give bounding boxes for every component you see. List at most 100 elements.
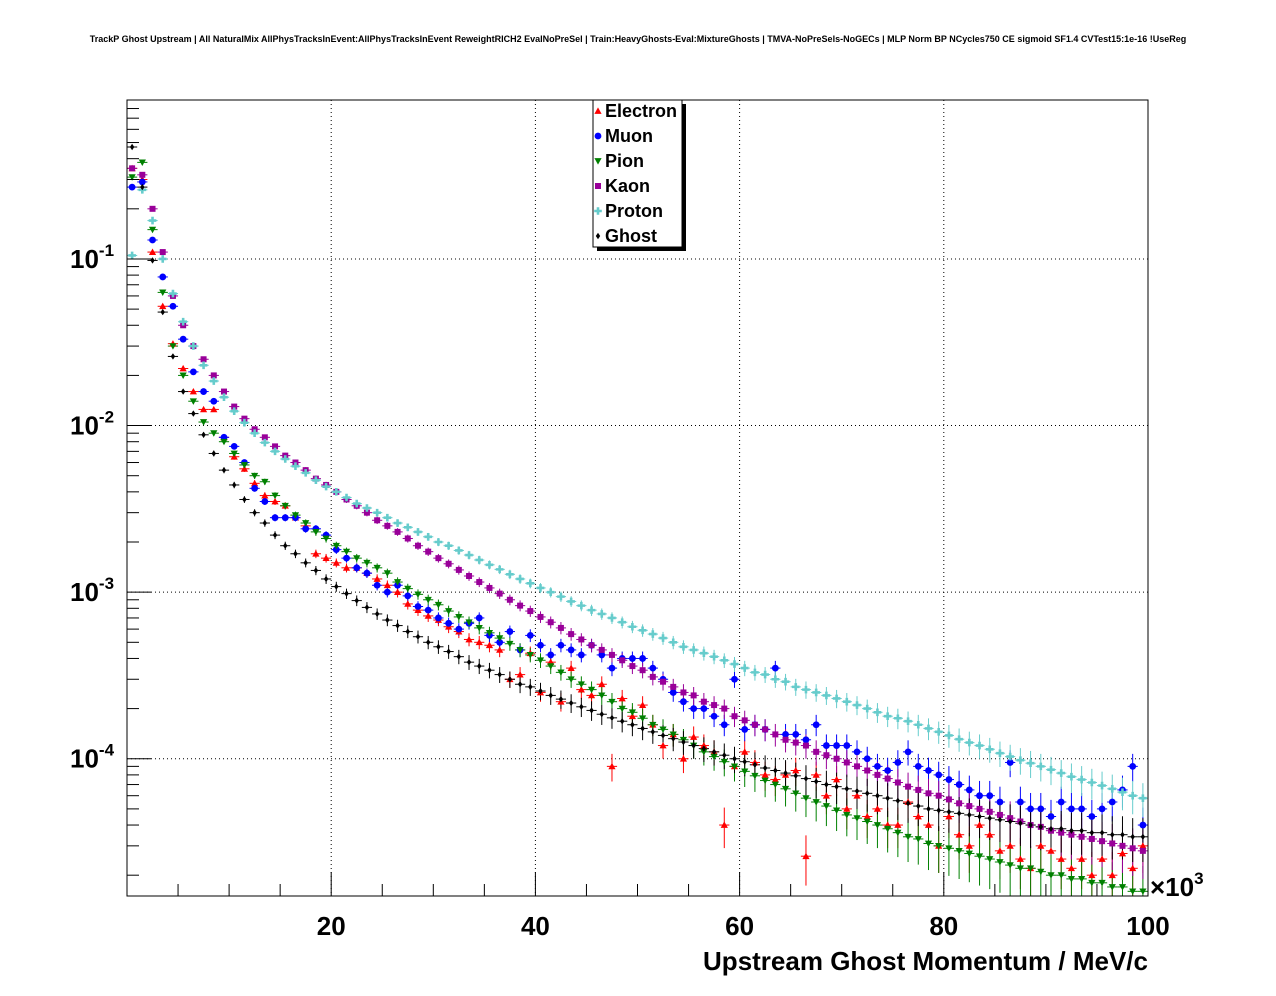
data-point-pion — [455, 614, 463, 621]
data-point-kaon — [598, 646, 605, 653]
data-point-kaon — [1088, 835, 1095, 842]
data-point-pion — [1047, 872, 1055, 879]
data-point-ghost — [711, 748, 717, 756]
data-point-proton — [710, 652, 718, 661]
data-point-kaon — [139, 171, 146, 178]
data-point-muon — [935, 771, 943, 779]
data-point-proton — [822, 691, 831, 700]
data-point-electron — [189, 387, 197, 395]
data-point-electron — [1037, 842, 1045, 849]
data-point-kaon — [608, 651, 615, 658]
data-point-electron — [853, 792, 861, 799]
data-point-electron — [567, 664, 575, 671]
data-point-pion — [659, 726, 667, 734]
data-point-muon — [1108, 798, 1116, 806]
data-point-muon — [986, 792, 994, 800]
data-point-proton — [322, 482, 330, 491]
data-point-proton — [495, 565, 504, 574]
data-point-ghost — [517, 681, 523, 688]
data-point-kaon — [159, 249, 166, 256]
data-point-electron — [812, 771, 820, 778]
data-point-muon — [894, 759, 902, 766]
data-point-proton — [363, 504, 371, 512]
data-point-kaon — [813, 748, 820, 755]
data-point-ghost — [293, 550, 298, 557]
data-point-muon — [1016, 798, 1024, 806]
data-point-electron — [312, 550, 320, 557]
data-point-pion — [496, 635, 504, 642]
data-point-pion — [1108, 884, 1116, 891]
data-point-pion — [557, 669, 565, 676]
data-point-ghost — [956, 810, 962, 817]
data-point-ghost — [1018, 820, 1023, 827]
data-point-muon — [1139, 821, 1147, 829]
data-point-ghost — [129, 143, 135, 151]
data-point-electron — [332, 559, 340, 566]
data-point-ghost — [640, 725, 645, 732]
data-point-ghost — [313, 567, 319, 574]
data-point-electron — [873, 805, 882, 812]
data-point-muon — [710, 712, 718, 720]
data-point-ghost — [456, 653, 462, 660]
data-point-proton — [281, 455, 290, 463]
data-point-muon — [332, 546, 340, 554]
data-point-electron — [690, 733, 698, 740]
data-point-muon — [424, 606, 432, 614]
data-point-proton — [883, 712, 892, 721]
data-point-kaon — [731, 713, 738, 720]
data-point-pion — [598, 692, 606, 700]
data-point-kaon — [445, 560, 452, 567]
data-point-kaon — [241, 415, 248, 422]
x-tick-label: 20 — [317, 911, 346, 941]
data-point-kaon — [894, 779, 901, 786]
data-point-muon — [404, 592, 412, 600]
data-point-pion — [608, 698, 616, 706]
data-point-muon — [128, 183, 136, 191]
error-bars-pion — [127, 160, 1148, 896]
legend-label-electron: Electron — [605, 101, 677, 121]
data-point-kaon — [649, 673, 656, 680]
data-point-electron — [1108, 871, 1116, 879]
data-point-kaon — [772, 731, 779, 738]
data-point-pion — [639, 715, 647, 722]
data-point-ghost — [1099, 829, 1105, 836]
error-bars-electron — [127, 166, 1148, 896]
data-point-kaon — [394, 528, 401, 535]
data-point-kaon — [455, 566, 462, 573]
data-point-electron — [159, 302, 167, 310]
data-point-ghost — [905, 800, 911, 807]
chart-title: TrackP Ghost Upstream | All NaturalMix A… — [90, 34, 1186, 44]
data-point-kaon — [1058, 829, 1065, 836]
data-point-electron — [832, 775, 841, 783]
data-point-electron — [608, 762, 616, 770]
data-point-ghost — [507, 676, 513, 683]
legend-box — [592, 99, 683, 248]
data-point-ghost — [548, 692, 553, 699]
data-point-muon — [373, 581, 381, 589]
data-point-electron — [914, 812, 922, 820]
data-point-muon — [731, 675, 738, 683]
data-point-proton — [1118, 788, 1127, 796]
data-point-ghost — [875, 792, 880, 799]
data-point-electron — [1088, 871, 1096, 879]
data-point-kaon — [251, 426, 258, 433]
data-point-muon — [598, 651, 606, 659]
data-point-kaon — [1068, 831, 1075, 838]
data-point-ghost — [262, 519, 268, 527]
data-point-pion — [424, 596, 432, 604]
data-point-ghost — [773, 767, 778, 774]
data-point-kaon — [425, 548, 432, 555]
data-point-electron — [679, 755, 688, 762]
data-point-proton — [434, 538, 443, 546]
data-point-electron — [373, 575, 381, 582]
data-point-muon — [965, 786, 973, 794]
data-point-kaon — [670, 683, 677, 690]
data-point-pion — [975, 853, 984, 860]
data-point-muon — [1078, 805, 1086, 813]
data-point-kaon — [700, 698, 707, 705]
data-point-ghost — [466, 658, 472, 666]
data-point-muon — [383, 588, 391, 596]
data-point-pion — [577, 681, 585, 688]
data-point-electron — [393, 588, 402, 596]
data-point-proton — [802, 685, 810, 694]
